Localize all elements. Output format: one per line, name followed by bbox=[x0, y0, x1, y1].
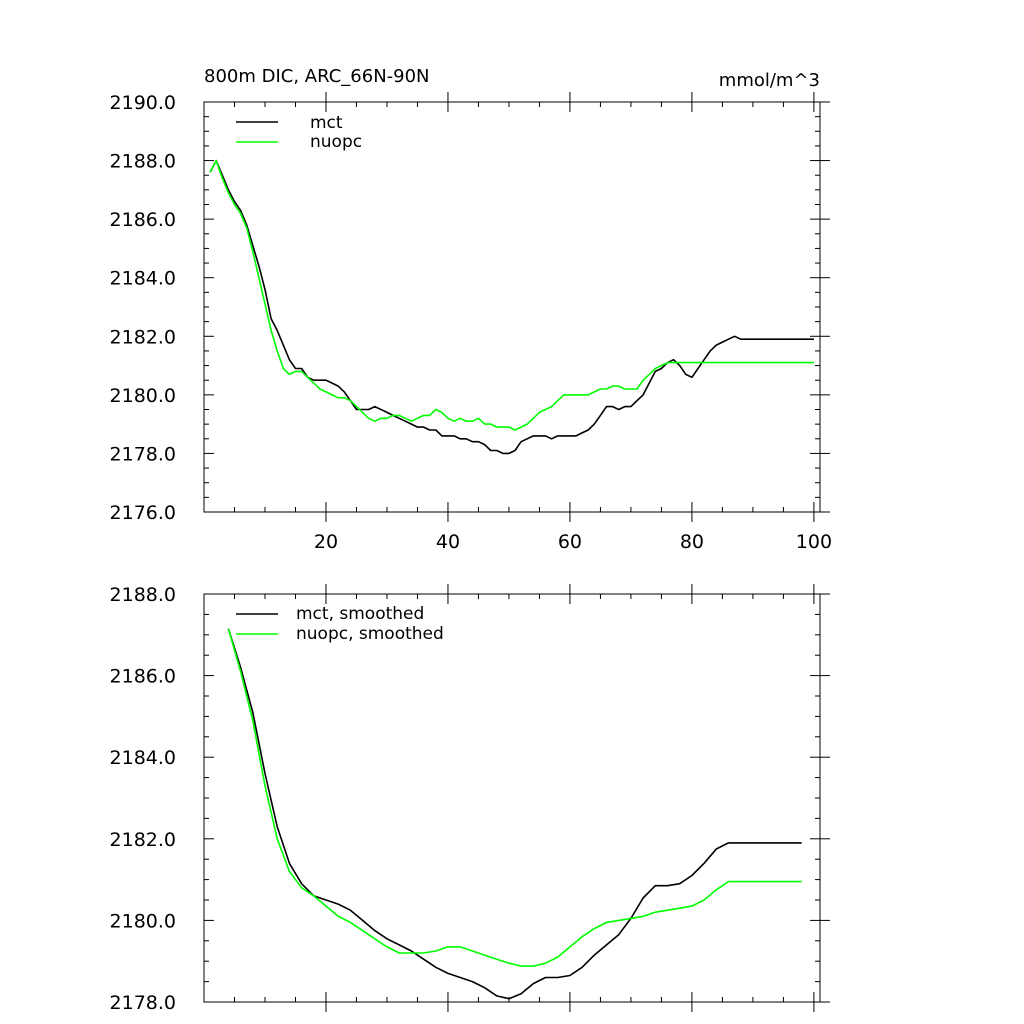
units-label: mmol/m^3 bbox=[719, 70, 820, 91]
top-y-tick-label: 2182.0 bbox=[110, 326, 176, 348]
top-panel: 800m DIC, ARC_66N-90N mmol/m^3 20 40 60 80 1… bbox=[110, 66, 833, 553]
legend-label-mct-smoothed: mct, smoothed bbox=[296, 604, 424, 624]
top-y-tick-label: 2180.0 bbox=[110, 385, 176, 407]
bottom-plot-frame bbox=[203, 593, 821, 1003]
top-x-tick-label: 60 bbox=[558, 531, 582, 553]
top-x-tick-label: 20 bbox=[314, 531, 338, 553]
top-y-tick-label: 2186.0 bbox=[110, 209, 176, 231]
bottom-legend: mct, smoothed nuopc, smoothed bbox=[236, 604, 444, 644]
legend-label-nuopc-smoothed: nuopc, smoothed bbox=[296, 624, 444, 644]
bottom-series-line-mct-smoothed bbox=[227, 628, 802, 1000]
bottom-y-tick-label: 2186.0 bbox=[110, 666, 176, 688]
top-y-tick-label: 2178.0 bbox=[110, 443, 176, 465]
top-legend: mct nuopc bbox=[236, 113, 362, 152]
top-axes: 20 40 60 80 100 2176.0 2178.0 2180.0 2182.0 2184.… bbox=[110, 92, 832, 553]
bottom-y-tick-label: 2184.0 bbox=[110, 747, 176, 769]
top-y-tick-label: 2184.0 bbox=[110, 268, 176, 290]
top-x-tick-label: 80 bbox=[680, 531, 704, 553]
bottom-y-tick-label: 2188.0 bbox=[110, 584, 176, 606]
top-x-tick-label: 100 bbox=[796, 531, 832, 553]
top-plot-frame bbox=[203, 101, 821, 513]
bottom-series-line-nuopc-smoothed bbox=[227, 628, 802, 967]
bottom-axes: 2178.0 2180.0 2182.0 2184.0 2186.0 2188.0 bbox=[110, 584, 830, 1014]
bottom-y-tick-label: 2182.0 bbox=[110, 829, 176, 851]
top-series-line-nuopc bbox=[209, 159, 814, 431]
chart-title: 800m DIC, ARC_66N-90N bbox=[204, 66, 430, 87]
legend-label-nuopc: nuopc bbox=[310, 132, 362, 152]
bottom-series-group bbox=[227, 628, 802, 1000]
top-x-tick-label: 40 bbox=[436, 531, 460, 553]
bottom-y-tick-label: 2180.0 bbox=[110, 910, 176, 932]
top-series-group bbox=[209, 159, 814, 455]
top-y-tick-label: 2188.0 bbox=[110, 151, 176, 173]
top-series-line-mct bbox=[209, 159, 814, 455]
legend-label-mct: mct bbox=[310, 113, 343, 133]
top-y-tick-label: 2190.0 bbox=[110, 92, 176, 114]
bottom-panel: 2178.0 2180.0 2182.0 2184.0 2186.0 2188.0 mct… bbox=[110, 584, 830, 1014]
top-y-tick-label: 2176.0 bbox=[110, 502, 176, 524]
bottom-y-tick-label: 2178.0 bbox=[110, 992, 176, 1014]
